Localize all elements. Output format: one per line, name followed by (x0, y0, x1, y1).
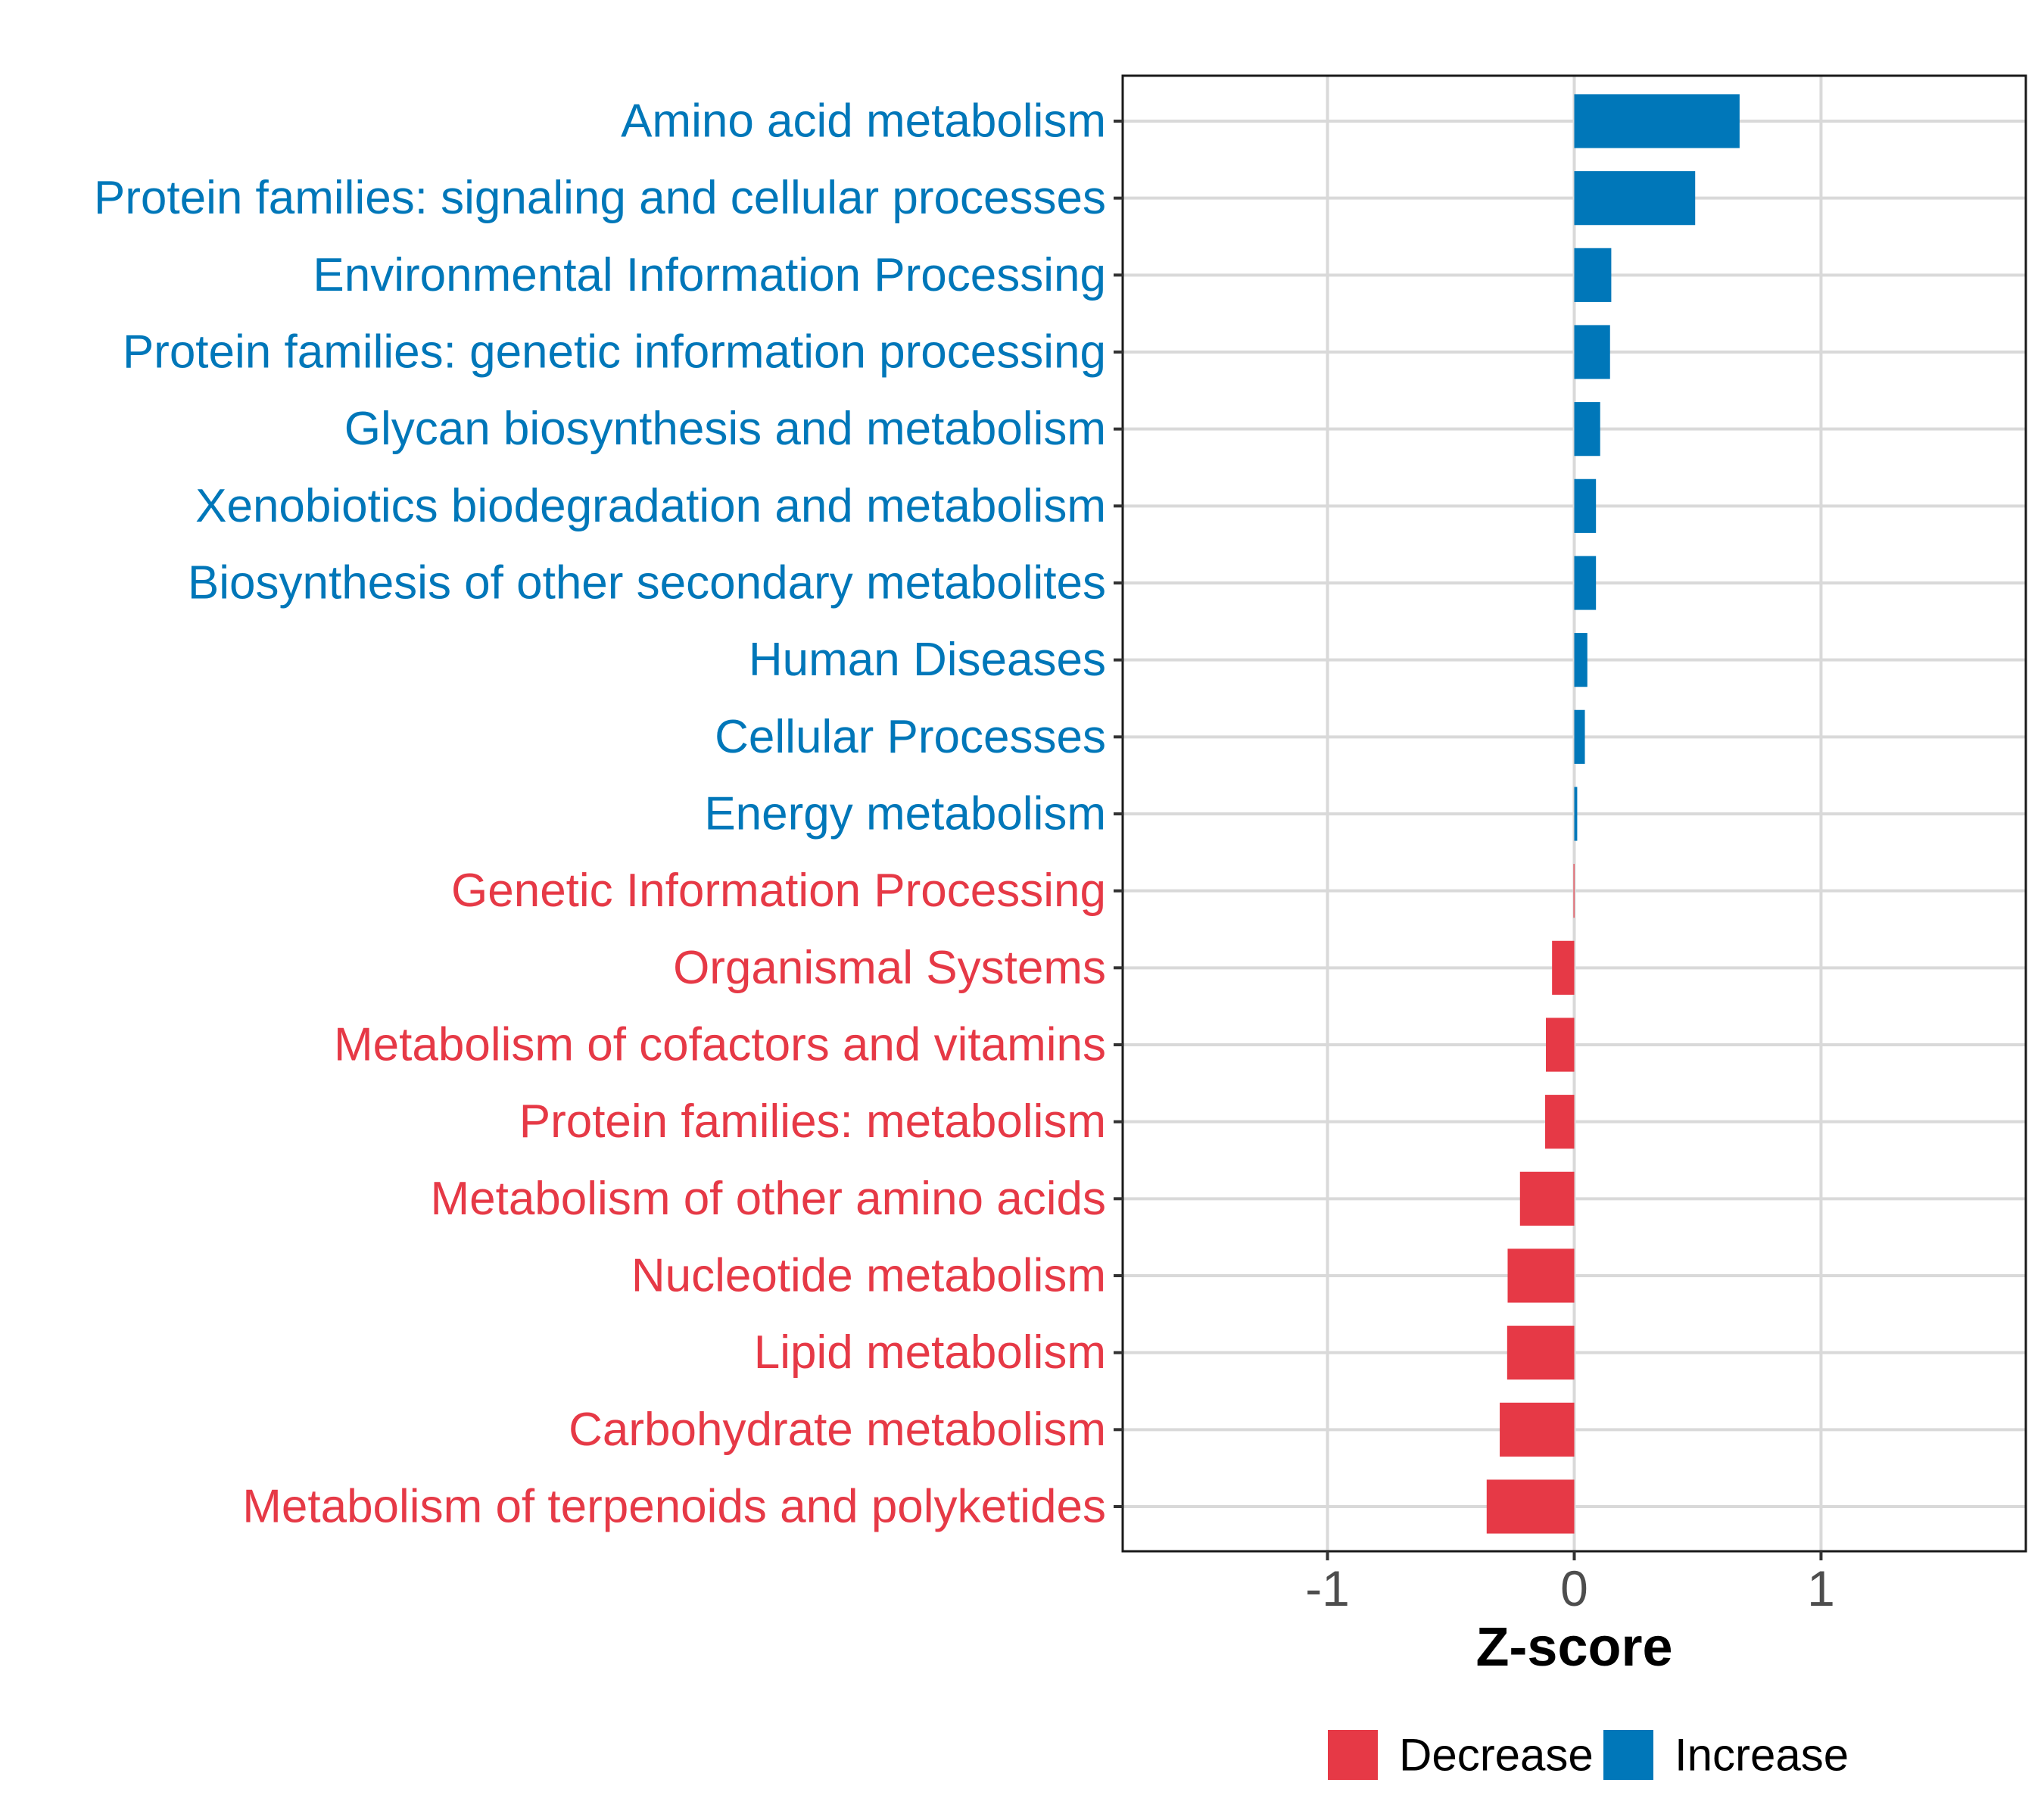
bar-increase (1574, 325, 1610, 379)
category-label: Xenobiotics biodegradation and metabolis… (195, 480, 1106, 532)
legend-item-decrease: Decrease (1328, 1730, 1594, 1781)
category-label: Organismal Systems (673, 942, 1106, 994)
category-label: Protein families: genetic information pr… (123, 326, 1106, 379)
x-tick-label: 0 (1560, 1560, 1588, 1616)
y-axis: Amino acid metabolism Protein families: s… (94, 95, 1123, 1533)
bar-decrease (1519, 1171, 1575, 1226)
category-label: Human Diseases (749, 634, 1106, 686)
category-label: Metabolism of terpenoids and polyketides (242, 1481, 1106, 1533)
legend: Decrease Increase (1328, 1730, 1849, 1781)
category-label: Nucleotide metabolism (631, 1250, 1106, 1302)
bar-increase (1574, 402, 1600, 457)
bar-increase (1574, 633, 1588, 687)
category-label: Protein families: signaling and cellular… (94, 172, 1106, 224)
category-label: Carbohydrate metabolism (569, 1404, 1106, 1456)
category-label: Glycan biosynthesis and metabolism (344, 403, 1106, 455)
x-tick-label: -1 (1305, 1560, 1350, 1616)
category-label: Genetic Information Processing (451, 865, 1106, 917)
legend-label: Decrease (1399, 1730, 1594, 1781)
category-label: Amino acid metabolism (621, 95, 1106, 148)
legend-key (1603, 1730, 1653, 1780)
category-label: Metabolism of cofactors and vitamins (334, 1019, 1106, 1071)
bar-increase (1574, 94, 1740, 148)
bars (1486, 94, 1740, 1534)
category-label: Metabolism of other amino acids (430, 1173, 1106, 1225)
category-label: Protein families: metabolism (519, 1095, 1106, 1148)
legend-key (1328, 1730, 1378, 1780)
x-axis: -1 0 1 (1305, 1551, 1835, 1616)
bar-decrease (1552, 940, 1575, 995)
bar-increase (1574, 556, 1597, 610)
x-tick-label: 1 (1807, 1560, 1835, 1616)
bar-decrease (1507, 1326, 1575, 1380)
legend-item-increase: Increase (1603, 1730, 1849, 1781)
bar-increase (1574, 709, 1585, 764)
x-axis-title: Z-score (1475, 1617, 1672, 1678)
bar-decrease (1573, 864, 1575, 918)
bar-decrease (1507, 1248, 1575, 1303)
bar-increase (1574, 478, 1597, 533)
bar-increase (1574, 787, 1578, 841)
bar-increase (1574, 248, 1612, 302)
bar-increase (1574, 171, 1696, 226)
category-label: Biosynthesis of other secondary metaboli… (188, 557, 1106, 609)
bar-decrease (1500, 1402, 1575, 1457)
category-label: Environmental Information Processing (313, 249, 1106, 301)
legend-label: Increase (1675, 1730, 1849, 1781)
category-label: Lipid metabolism (754, 1326, 1106, 1379)
category-label: Energy metabolism (704, 788, 1106, 840)
bar-decrease (1545, 1095, 1575, 1149)
bar-decrease (1486, 1479, 1575, 1534)
bar-decrease (1546, 1018, 1575, 1072)
category-label: Cellular Processes (715, 711, 1106, 763)
